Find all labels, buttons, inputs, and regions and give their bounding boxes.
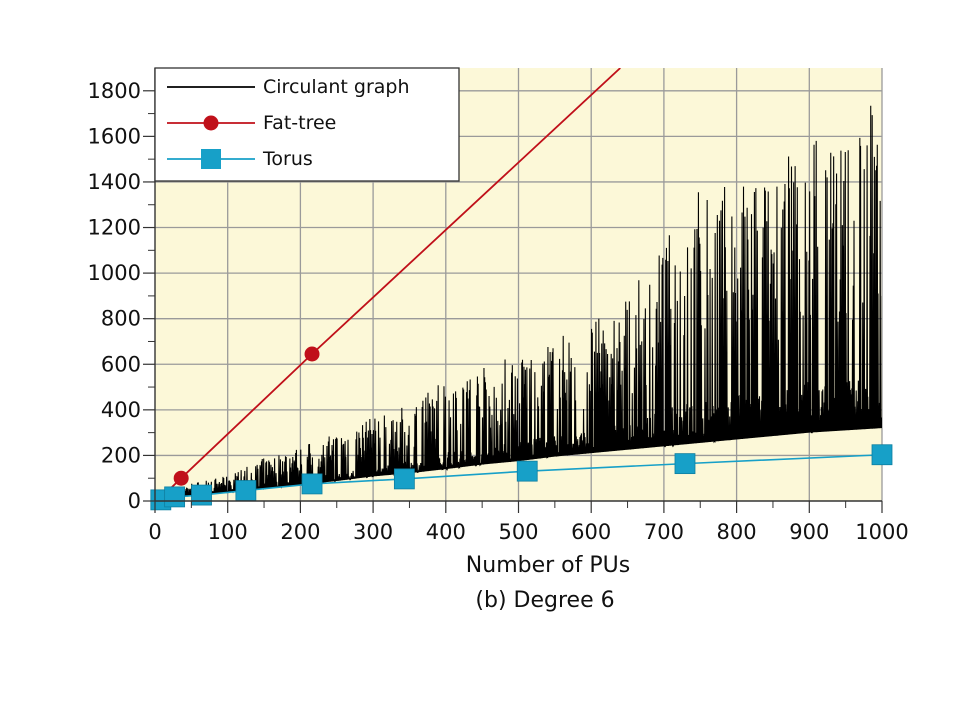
- legend-marker: [201, 149, 221, 169]
- x-tick-label: 100: [208, 520, 248, 544]
- x-axis-title: Number of PUs: [466, 553, 630, 578]
- torus-marker: [871, 444, 893, 466]
- torus-marker: [301, 473, 323, 495]
- y-tick-label: 1200: [88, 216, 141, 240]
- torus-marker: [191, 484, 212, 506]
- legend-label: Torus: [262, 148, 313, 170]
- torus-marker: [674, 453, 696, 475]
- x-tick-label: 400: [426, 520, 466, 544]
- torus-marker: [235, 480, 257, 501]
- x-tick-label: 600: [571, 520, 611, 544]
- y-tick-label: 200: [101, 443, 141, 467]
- series-layer: [150, 68, 893, 511]
- ticks: 0 100 200 300 400 500 600 700 800 900 1000 0 200 400 6…: [88, 79, 909, 544]
- fat-tree-marker: [304, 346, 320, 362]
- y-tick-label: 1600: [88, 124, 141, 148]
- torus-marker: [393, 468, 415, 490]
- y-tick-label: 400: [101, 398, 141, 422]
- y-tick-label: 0: [128, 489, 141, 513]
- circulant-graph-line: [161, 105, 882, 501]
- legend-marker: [203, 115, 219, 131]
- x-tick-label: 500: [498, 520, 538, 544]
- x-tick-label: 800: [717, 520, 757, 544]
- torus-marker: [516, 460, 538, 482]
- chart-caption: (b) Degree 6: [475, 588, 614, 613]
- x-tick-label: 900: [789, 520, 829, 544]
- y-tick-label: 800: [101, 307, 141, 331]
- x-tick-label: 200: [280, 520, 320, 544]
- x-tick-label: 0: [148, 520, 161, 544]
- y-tick-label: 1000: [88, 261, 141, 285]
- fat-tree-marker: [173, 470, 189, 486]
- y-tick-label: 600: [101, 352, 141, 376]
- legend-label: Circulant graph: [263, 76, 410, 98]
- y-tick-label: 1400: [88, 170, 141, 194]
- torus-marker: [164, 486, 186, 508]
- y-tick-label: 1800: [88, 79, 141, 103]
- x-tick-label: 1000: [855, 520, 908, 544]
- x-tick-label: 300: [353, 520, 393, 544]
- legend: Circulant graph Fat-tree Torus: [154, 67, 460, 182]
- x-tick-label: 700: [644, 520, 684, 544]
- legend-label: Fat-tree: [263, 112, 336, 134]
